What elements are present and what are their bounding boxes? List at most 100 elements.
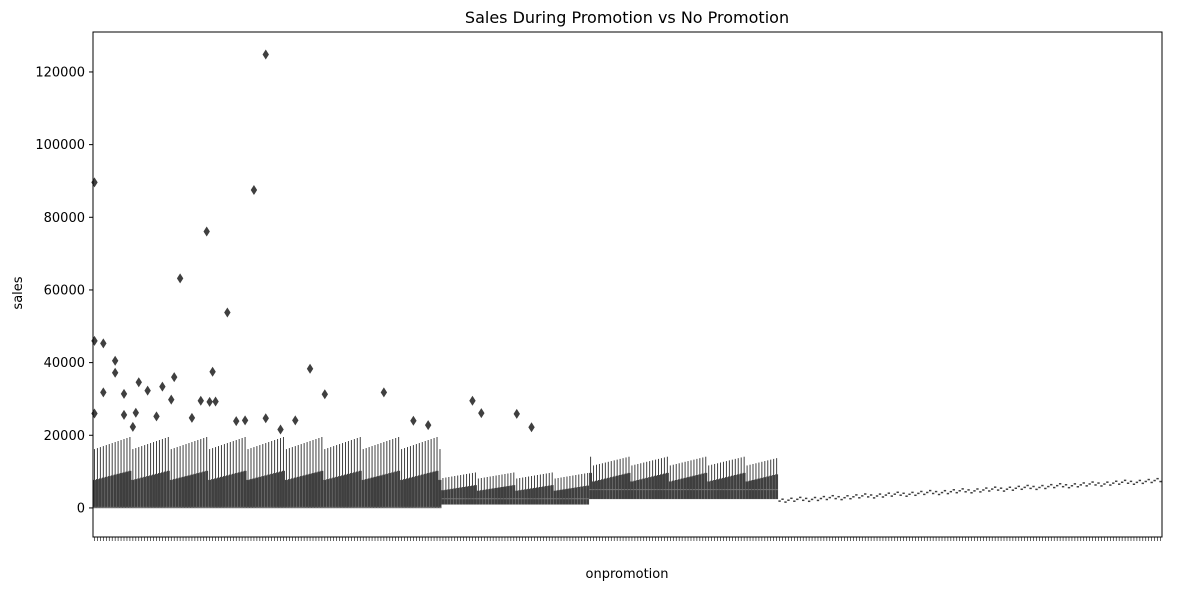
box-segment-1 <box>441 472 590 505</box>
box-193 <box>662 473 666 500</box>
box-166 <box>583 486 587 505</box>
box-77 <box>320 470 324 509</box>
box-86 <box>347 473 350 509</box>
box-202 <box>689 476 693 500</box>
box-34 <box>193 473 197 509</box>
box-205 <box>698 474 702 500</box>
box-200 <box>683 477 687 500</box>
box-94 <box>370 477 374 509</box>
box-169 <box>592 481 595 500</box>
box-104 <box>400 479 404 509</box>
outlier-point-15 <box>168 394 175 405</box>
outlier-point-21 <box>206 396 213 407</box>
y-tick-label-0: 0 <box>77 501 85 516</box>
box-20 <box>152 474 155 509</box>
box-64 <box>282 470 285 509</box>
box-23 <box>160 472 164 509</box>
outlier-point-17 <box>176 273 184 284</box>
box-91 <box>361 479 365 509</box>
box-6 <box>110 475 114 509</box>
box-188 <box>648 477 652 500</box>
box-113 <box>426 473 430 509</box>
box-220 <box>742 472 746 500</box>
box-66 <box>287 479 291 509</box>
box-2 <box>98 478 102 509</box>
box-80 <box>329 478 333 509</box>
box-137 <box>497 487 501 505</box>
box-56 <box>258 476 262 509</box>
box-7 <box>113 474 117 509</box>
box-192 <box>660 474 663 500</box>
box-11 <box>125 471 129 509</box>
outlier-point-35 <box>410 415 417 426</box>
outlier-point-4 <box>100 387 107 398</box>
box-111 <box>420 474 424 509</box>
box-18 <box>146 476 150 509</box>
box-40 <box>211 479 215 509</box>
box-37 <box>202 471 206 509</box>
box-133 <box>485 489 489 505</box>
box-28 <box>175 478 179 509</box>
box-88 <box>352 472 356 509</box>
box-136 <box>494 487 498 505</box>
box-73 <box>308 473 312 509</box>
box-31 <box>184 476 188 509</box>
box-4 <box>104 476 108 509</box>
y-axis-label: sales <box>11 276 26 309</box>
y-tick-label-2: 40000 <box>44 356 85 371</box>
box-48 <box>234 473 238 509</box>
box-106 <box>406 478 409 509</box>
outlier-point-8 <box>120 409 128 420</box>
box-114 <box>429 472 433 509</box>
box-178 <box>618 475 622 500</box>
box-24 <box>163 471 167 509</box>
outlier-point-33 <box>321 389 329 400</box>
box-145 <box>521 489 525 505</box>
box-162 <box>571 487 575 505</box>
box-164 <box>577 487 581 505</box>
box-61 <box>273 473 277 509</box>
box-110 <box>417 475 421 509</box>
outlier-point-6 <box>111 367 119 378</box>
box-5 <box>107 476 111 509</box>
box-39 <box>208 479 212 509</box>
outlier-point-40 <box>528 422 535 433</box>
box-187 <box>645 477 649 500</box>
box-67 <box>290 478 294 509</box>
box-225 <box>757 478 761 500</box>
box-217 <box>733 475 737 500</box>
box-203 <box>692 475 696 500</box>
box-108 <box>411 476 415 509</box>
box-109 <box>414 476 418 509</box>
plot-frame <box>92 31 1163 538</box>
outlier-point-14 <box>159 381 166 392</box>
box-46 <box>228 474 232 509</box>
box-157 <box>556 490 560 505</box>
box-212 <box>719 478 722 500</box>
box-218 <box>736 474 740 500</box>
outlier-point-7 <box>120 388 128 399</box>
box-214 <box>724 477 728 500</box>
box-199 <box>680 478 684 500</box>
box-147 <box>527 488 531 505</box>
box-126 <box>465 486 468 505</box>
box-206 <box>701 473 705 500</box>
box-90 <box>358 470 362 509</box>
box-130 <box>476 490 480 505</box>
box-10 <box>122 472 126 509</box>
outlier-point-11 <box>135 377 142 388</box>
box-87 <box>349 473 353 509</box>
box-12 <box>128 470 132 509</box>
box-231 <box>775 474 779 500</box>
box-58 <box>264 475 268 509</box>
outlier-point-31 <box>292 415 299 426</box>
box-120 <box>447 489 451 505</box>
y-tick-label-5: 100000 <box>35 138 85 153</box>
box-115 <box>432 471 436 509</box>
box-228 <box>766 476 770 500</box>
box-189 <box>651 476 655 500</box>
box-100 <box>388 473 392 509</box>
box-101 <box>391 472 395 509</box>
box-174 <box>606 477 610 500</box>
y-tick-label-6: 120000 <box>35 65 85 80</box>
